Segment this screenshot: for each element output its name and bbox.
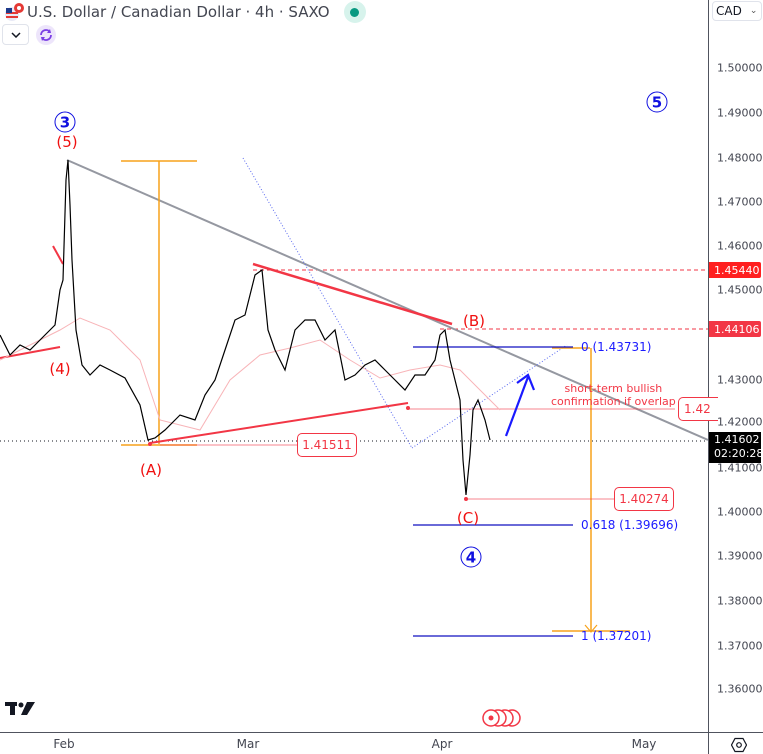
price-label-a[interactable]: 1.41511	[297, 433, 357, 457]
wave-label-c: (C)	[456, 509, 480, 527]
y-tick: 1.45000	[717, 283, 763, 297]
price-chart[interactable]	[0, 0, 708, 732]
market-status-indicator	[343, 1, 366, 23]
overlap-note[interactable]: short-term bullish confirmation if overl…	[551, 382, 676, 408]
chevron-down-icon	[10, 31, 21, 38]
note-line: confirmation if overlap	[551, 395, 676, 408]
price-label-c[interactable]: 1.40274	[614, 487, 674, 511]
gear-icon	[730, 737, 748, 753]
x-tick: Mar	[236, 737, 260, 751]
sync-icon	[40, 29, 52, 41]
fib-level-0618: 0.618 (1.39696)	[581, 518, 679, 532]
y-tick: 1.38000	[717, 594, 763, 608]
wave-label-4: (4)	[49, 360, 71, 378]
fib-level-1: 1 (1.37201)	[581, 629, 652, 643]
y-tick: 1.42000	[717, 415, 763, 429]
price-tag-wave-b: 1.44106	[709, 321, 761, 337]
x-tick: Apr	[431, 737, 453, 751]
y-tick: 1.40000	[717, 505, 763, 519]
time-axis-divider	[0, 732, 763, 733]
x-tick: May	[631, 737, 657, 751]
currency-selector[interactable]: CAD ⌄	[712, 1, 762, 21]
price-tag-resistance: 1.45440	[709, 262, 761, 278]
y-tick: 1.47000	[717, 195, 763, 209]
last-price-tag: 1.41602 02:20:28	[709, 432, 763, 463]
y-tick: 1.46000	[717, 239, 763, 253]
y-tick: 1.39000	[717, 549, 763, 563]
wave-circle-3: 3	[54, 111, 76, 133]
y-tick: 1.50000	[717, 61, 763, 75]
usd-cad-flag-icon	[4, 2, 26, 22]
y-tick: 1.49000	[717, 106, 763, 120]
symbol-header: U.S. Dollar / Canadian Dollar · 4h · SAX…	[0, 0, 366, 24]
y-tick: 1.43000	[717, 373, 763, 387]
y-tick: 1.48000	[717, 151, 763, 165]
wave-label-a: (A)	[140, 461, 162, 479]
economic-events-icon[interactable]	[481, 708, 531, 728]
wave-circle-5: 5	[646, 91, 668, 113]
refresh-sync-button[interactable]	[36, 25, 56, 45]
x-tick: Feb	[53, 737, 75, 751]
collapse-legend-button[interactable]	[2, 24, 29, 45]
wave-circle-4: 4	[460, 546, 482, 568]
chart-settings-button[interactable]	[730, 737, 748, 753]
price-axis-divider	[708, 0, 709, 754]
y-tick: 1.37000	[717, 639, 763, 653]
note-line: short-term bullish	[564, 382, 663, 395]
currency-label: CAD	[716, 4, 742, 18]
y-tick: 1.36000	[717, 682, 763, 696]
symbol-title[interactable]: U.S. Dollar / Canadian Dollar · 4h · SAX…	[27, 3, 330, 21]
wave-label-b: (B)	[463, 312, 485, 330]
fib-level-0: 0 (1.43731)	[581, 340, 652, 354]
last-price-value: 1.41602	[714, 433, 760, 446]
wave-label-5: (5)	[56, 133, 78, 151]
chevron-down-icon: ⌄	[749, 6, 758, 16]
y-tick: 1.41000	[717, 461, 763, 475]
price-label-overlap[interactable]: 1.42	[678, 397, 718, 421]
tradingview-logo-icon[interactable]	[5, 700, 37, 720]
bar-countdown: 02:20:28	[714, 447, 763, 460]
